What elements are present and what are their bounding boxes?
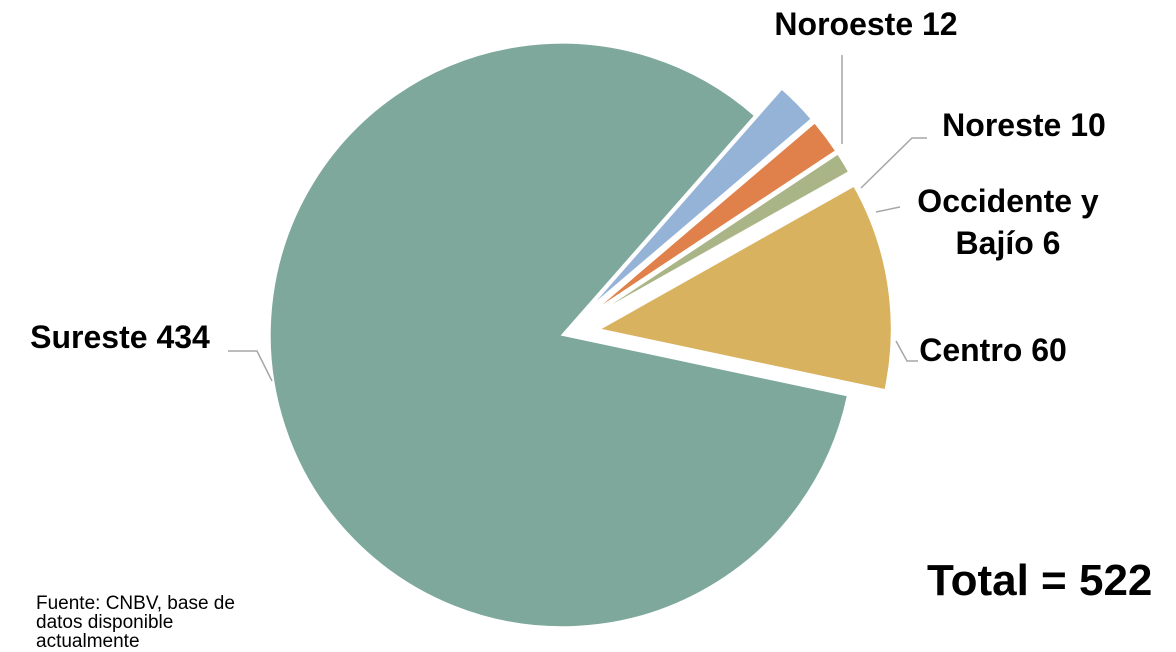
slice-label-noroeste: Noroeste 12 (774, 6, 957, 42)
slice-label-occidente-y-baj-o: Occidente y Bajío 6 (917, 183, 1099, 261)
pie-slice-sureste (269, 42, 849, 628)
slice-labels: Noroeste 12 Noreste 10 Occidente y Bajío 6 C… (30, 6, 1106, 368)
pie-chart: Noroeste 12 Noreste 10 Occidente y Bajío 6 C… (30, 6, 1106, 628)
pie-slice-occidente-y-baj-o (593, 152, 850, 316)
total-label: Total = 522 (927, 556, 1153, 605)
slice-label-noreste: Noreste 10 (942, 107, 1106, 143)
slice-label-centro: Centro 60 (919, 332, 1067, 368)
leader-line-occidente-y-baj-o (875, 206, 901, 213)
leader-line-centro (895, 340, 918, 362)
pie-slices (269, 42, 893, 628)
leader-lines (228, 55, 927, 382)
leader-line-noreste (860, 137, 927, 189)
source-note: Fuente: CNBV, base de datos disponible a… (36, 593, 235, 652)
leader-line-sureste (228, 350, 273, 382)
pie-slice-noroeste (588, 87, 813, 309)
slice-label-sureste: Sureste 434 (30, 319, 210, 355)
pie-slice-centro (597, 184, 893, 391)
pie-slice-noreste (591, 121, 837, 313)
